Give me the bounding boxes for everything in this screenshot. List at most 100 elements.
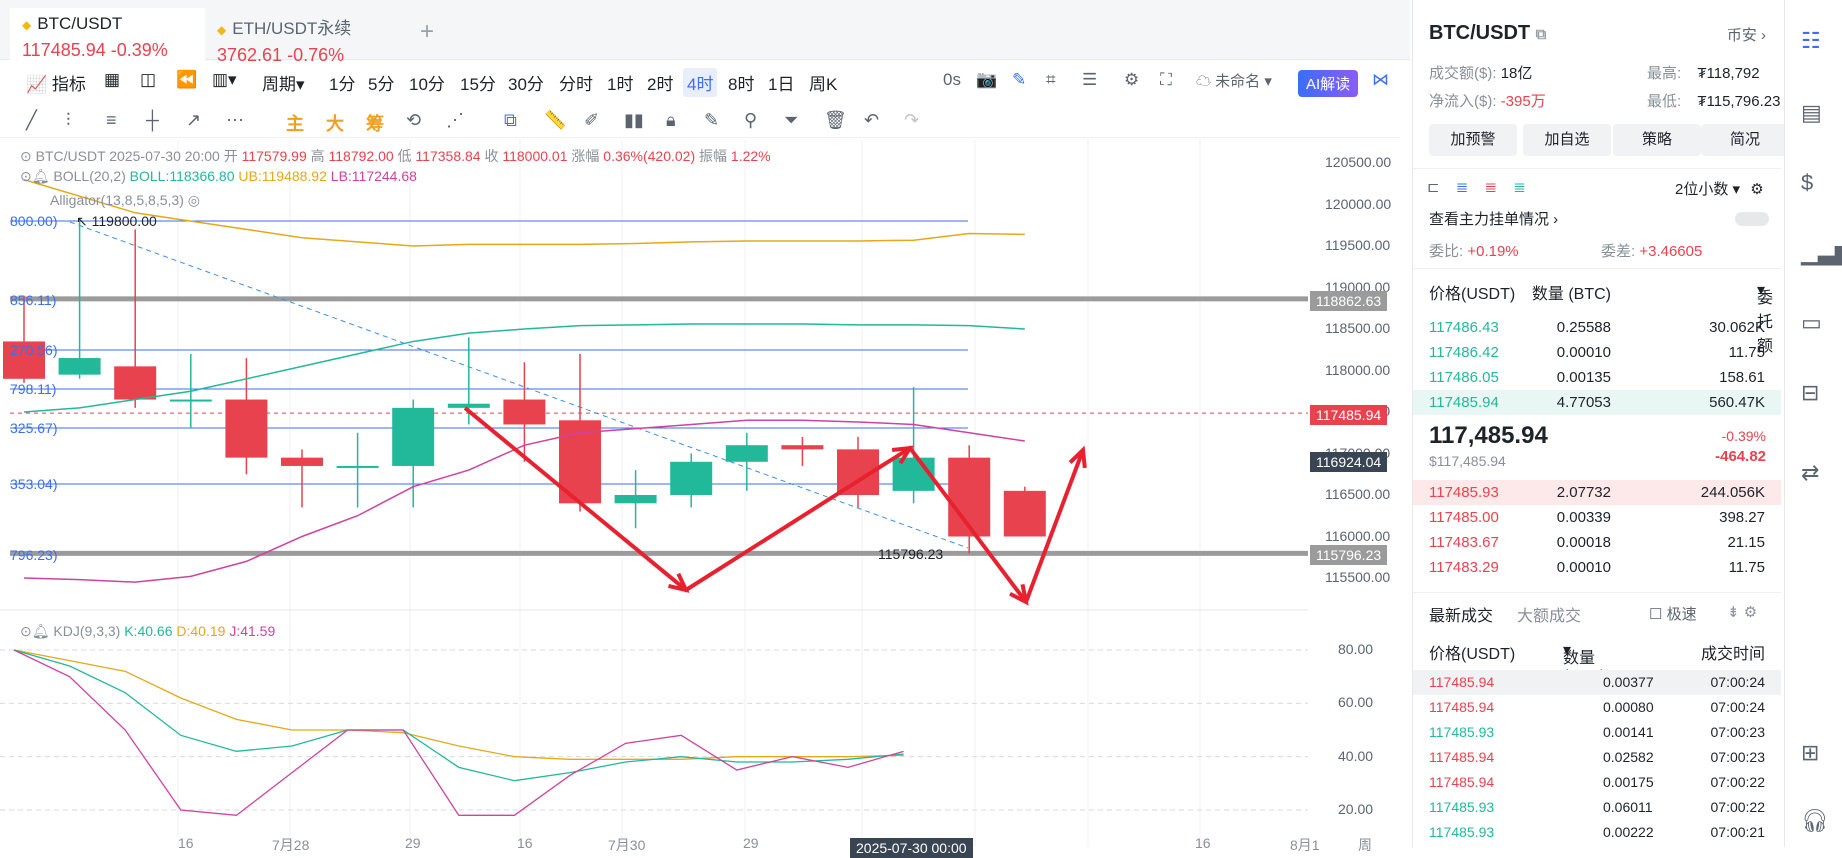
more-tools-icon[interactable]: ⋯ xyxy=(226,110,244,130)
interval-4h[interactable]: 4时 xyxy=(683,68,718,97)
decimals-dropdown[interactable]: 2位小数 ▾ ⚙ xyxy=(1675,181,1764,198)
interval-15m[interactable]: 15分 xyxy=(460,75,496,94)
tab-price: 3762.61 -0.76% xyxy=(217,45,345,65)
trendline-icon[interactable]: ╱ xyxy=(26,110,37,130)
calendar-icon[interactable]: ▦ xyxy=(104,70,121,89)
main-orders-toggle[interactable] xyxy=(1735,212,1769,226)
candle-body xyxy=(169,399,212,402)
chart-type-icon[interactable]: ▥▾ xyxy=(212,70,237,89)
orderbook-row[interactable]: 117485.94 4.77053 560.47K xyxy=(1413,390,1781,415)
sync-icon[interactable]: ⟲ xyxy=(406,110,422,130)
note-icon[interactable]: ✎ xyxy=(704,110,720,130)
fib-label: 800.00) xyxy=(10,213,58,229)
tab-latest-trades[interactable]: 最新成交 xyxy=(1429,608,1494,625)
last-price-usd: $117,485.94 xyxy=(1429,453,1506,469)
tab-large-trades[interactable]: 大额成交 xyxy=(1517,608,1582,625)
pattern-icon[interactable]: ⋰ xyxy=(446,110,464,130)
horizontal-line-icon[interactable]: ┼ xyxy=(146,110,159,130)
candle-body xyxy=(281,457,323,466)
exchange-link[interactable]: 币安 › xyxy=(1726,27,1766,44)
interval-10m[interactable]: 10分 xyxy=(409,75,445,94)
trade-filter-icons[interactable]: ⇟ ⚙ xyxy=(1727,604,1758,621)
amount-dropdown: 委托额 ▾ xyxy=(1756,282,1773,355)
document-icon[interactable]: ▤ xyxy=(1801,100,1822,125)
etf-icon[interactable]: ⊟ xyxy=(1801,380,1820,405)
orderbook-row[interactable]: 117486.42 0.00010 11.75 xyxy=(1429,344,1765,361)
candles-icon[interactable]: ▮▮ xyxy=(624,110,644,130)
undo-icon[interactable]: ↶ xyxy=(864,110,880,130)
lock-icon[interactable]: 🔒︎ xyxy=(666,110,676,130)
kdj-k-line xyxy=(13,649,904,782)
pen-icon[interactable]: ✎ xyxy=(1012,70,1027,89)
interval-5m[interactable]: 5分 xyxy=(368,75,395,94)
kdj-axis-tick: 80.00 xyxy=(1338,641,1374,657)
interval-1h[interactable]: 1时 xyxy=(607,75,634,94)
period-dropdown[interactable]: 周期▾ xyxy=(262,75,305,94)
copy-icon: ⧉ xyxy=(1535,26,1547,43)
share-icon[interactable]: ⋈ xyxy=(1372,70,1389,89)
layout-name-dropdown[interactable]: ☁ 未命名 ▾ xyxy=(1196,73,1272,90)
horizontal-lines-icon[interactable]: ≡ xyxy=(106,110,117,130)
bar-chart-icon[interactable]: ▁▃▆ xyxy=(1801,240,1842,265)
strategy-button[interactable]: 策略 xyxy=(1613,124,1701,156)
tab-eth-usdt[interactable]: ◆ ETH/USDT永续 3762.61 -0.76% xyxy=(205,8,400,65)
ruler-icon[interactable]: 📏 xyxy=(544,110,567,130)
orderbook-row[interactable]: 117486.43 0.25588 30.062K xyxy=(1429,319,1765,336)
main-orders-link[interactable]: 查看主力挂单情况 › xyxy=(1429,211,1559,228)
eth-coin-icon: ◆ xyxy=(217,23,227,37)
overview-button[interactable]: 简况 xyxy=(1701,124,1789,156)
large-order-button[interactable]: 大 xyxy=(326,114,344,134)
fullscreen-icon[interactable]: ⛶ xyxy=(1160,70,1172,89)
interval-1d[interactable]: 1日 xyxy=(768,75,795,94)
interval-timeline[interactable]: 分时 xyxy=(559,75,593,94)
add-alert-button[interactable]: 加预警 xyxy=(1429,124,1517,156)
brush-icon[interactable]: ✐ xyxy=(584,110,600,130)
orderbook-row[interactable]: 117483.67 0.00018 21.15 xyxy=(1429,534,1765,551)
orderbook-row[interactable]: 117485.00 0.00339 398.27 xyxy=(1429,509,1765,526)
dollar-icon[interactable]: $ xyxy=(1801,170,1814,195)
price-axis-tick: 120000.00 xyxy=(1325,195,1392,212)
add-watchlist-button[interactable]: 加自选 xyxy=(1523,124,1611,156)
list-icon[interactable]: ☰ xyxy=(1082,70,1098,89)
orderbook-row[interactable]: 117486.05 0.00135 158.61 xyxy=(1429,369,1765,386)
interval-8h[interactable]: 8时 xyxy=(728,75,755,94)
orderbook-row[interactable]: 117483.29 0.00010 11.75 xyxy=(1429,559,1765,576)
redo-icon[interactable]: ↷ xyxy=(904,110,920,130)
kdj-axis-tick: 20.00 xyxy=(1338,801,1374,817)
fast-mode-checkbox[interactable]: ☐ 极速 xyxy=(1649,606,1697,623)
chip-button[interactable]: 筹 xyxy=(366,114,384,134)
interval-1w[interactable]: 周K xyxy=(809,75,838,94)
ray-icon[interactable]: ↗ xyxy=(186,110,202,130)
layout-icon[interactable]: ◫ xyxy=(140,70,157,89)
ai-interpret-button[interactable]: AI解读 xyxy=(1298,70,1359,97)
interval-2h[interactable]: 2时 xyxy=(647,75,674,94)
trash-icon[interactable]: 🗑︎ xyxy=(824,110,847,130)
orderbook-icon[interactable]: ☷ xyxy=(1801,28,1821,53)
main-force-button[interactable]: 主 xyxy=(286,114,304,134)
kdj-j-line xyxy=(13,649,904,817)
replay-icon[interactable]: ⏪ xyxy=(176,70,198,89)
tab-symbol: ETH/USDT永续 xyxy=(232,19,352,38)
parallel-channel-icon[interactable]: ⫶ xyxy=(66,110,71,130)
camera-icon[interactable]: 📷 xyxy=(976,70,998,89)
orderbook-view-icons[interactable]: ⊏ ≣ ≣ ≣ xyxy=(1427,179,1526,196)
monitor-icon[interactable]: ▭ xyxy=(1801,310,1822,335)
settings-icon[interactable]: ⚙ xyxy=(1124,70,1140,89)
candle-body xyxy=(392,407,435,466)
crop-icon[interactable]: ⌗ xyxy=(1046,70,1056,89)
indicators-button[interactable]: 📈 指标 xyxy=(26,75,86,94)
ohlc-legend: ⊙ BTC/USDT 2025-07-30 20:00 开 117579.99 … xyxy=(20,148,771,164)
price-chart[interactable] xyxy=(0,140,1410,847)
interval-30m[interactable]: 30分 xyxy=(508,75,544,94)
filter-icon[interactable]: ⏷ xyxy=(784,110,799,130)
exchange-icon[interactable]: ⇄ xyxy=(1801,460,1820,485)
layout-icon[interactable]: ⊞ xyxy=(1801,740,1820,765)
support-icon[interactable]: 🎧︎ xyxy=(1801,808,1829,833)
add-tab-icon[interactable]: + xyxy=(420,18,435,45)
magnet-icon[interactable]: ⚲ xyxy=(744,110,758,130)
orderbook-row[interactable]: 117485.93 2.07732 244.056K xyxy=(1413,480,1781,505)
bookmark-icon[interactable]: ⧉ xyxy=(504,110,517,130)
x-tick: 周 xyxy=(1358,837,1372,853)
interval-1m[interactable]: 1分 xyxy=(329,75,356,94)
tab-btc-usdt[interactable]: ◆ BTC/USDT 117485.94 -0.39% xyxy=(10,8,205,60)
